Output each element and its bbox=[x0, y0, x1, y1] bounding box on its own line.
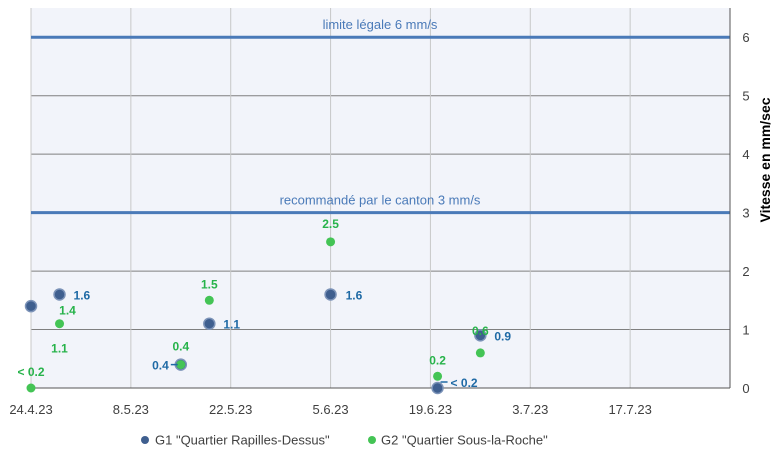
legend-marker-g1 bbox=[141, 436, 149, 444]
y-tick-label: 6 bbox=[742, 30, 749, 45]
reference-lines: limite légale 6 mm/s recommandé par le ca… bbox=[31, 17, 730, 215]
g2-data-label: < 0.2 bbox=[17, 365, 44, 379]
reference-line-label: limite légale 6 mm/s bbox=[323, 17, 438, 32]
legend: G1 "Quartier Rapilles-Dessus" G2 "Quartie… bbox=[141, 433, 548, 448]
x-tick-label: 5.6.23 bbox=[312, 402, 348, 417]
y-tick-label: 2 bbox=[742, 264, 749, 279]
g1-data-label: 0.4 bbox=[152, 359, 169, 373]
x-tick-label: 19.6.23 bbox=[409, 402, 452, 417]
g1-data-point bbox=[474, 329, 487, 342]
g2-data-point bbox=[55, 319, 65, 329]
x-tick-labels: 24.4.23 8.5.23 22.5.23 5.6.23 19.6.23 3.7.23 1… bbox=[9, 402, 652, 417]
y-axis-title: Vitesse en mm/sec bbox=[757, 97, 773, 222]
g1-data-point bbox=[24, 299, 38, 313]
g1-data-label: 1.6 bbox=[346, 288, 363, 302]
g2-data-label: 1.5 bbox=[201, 277, 218, 291]
g1-data-point bbox=[324, 288, 337, 301]
g2-data-label: 0.6 bbox=[472, 324, 489, 338]
g1-data-label: 0.9 bbox=[494, 329, 511, 343]
g2-data-point bbox=[176, 360, 186, 370]
g2-data-point bbox=[326, 237, 336, 247]
g2-data-label: 2.5 bbox=[322, 217, 339, 231]
g2-data-point bbox=[433, 371, 443, 381]
data-labels: 1.6 0.4 1.1 1.6 < 0.2 0.9 < 0.2 1.1 1.4 0.4 1.5 2.5… bbox=[17, 217, 511, 390]
x-tick-label: 17.7.23 bbox=[608, 402, 651, 417]
plot-area-background bbox=[31, 8, 730, 388]
y-tick-labels: 0 1 2 3 4 5 6 bbox=[742, 30, 749, 396]
g1-data-point bbox=[53, 288, 66, 301]
reference-line-label: recommandé par le canton 3 mm/s bbox=[280, 193, 481, 208]
y-tick-label: 1 bbox=[742, 323, 749, 338]
g2-data-point bbox=[26, 383, 36, 393]
legend-label-g2: G2 "Quartier Sous-la-Roche" bbox=[381, 433, 548, 448]
g2-data-label: 1.1 bbox=[51, 342, 68, 356]
x-tick-label: 8.5.23 bbox=[113, 402, 149, 417]
g1-data-label: < 0.2 bbox=[451, 376, 478, 390]
legend-label-g1: G1 "Quartier Rapilles-Dessus" bbox=[155, 433, 330, 448]
g1-data-point bbox=[431, 381, 444, 395]
y-tick-label: 3 bbox=[742, 206, 749, 221]
g2-data-label: 0.4 bbox=[172, 340, 189, 354]
y-tick-label: 5 bbox=[742, 89, 749, 104]
g1-data-point bbox=[203, 317, 216, 330]
g2-data-label: 0.2 bbox=[429, 353, 446, 367]
g1-data-label: 1.1 bbox=[223, 318, 240, 332]
data-points bbox=[24, 237, 487, 395]
x-tick-label: 24.4.23 bbox=[9, 402, 52, 417]
legend-marker-g2 bbox=[368, 436, 376, 444]
y-tick-label: 0 bbox=[742, 381, 749, 396]
y-tick-label: 4 bbox=[742, 147, 749, 162]
g2-data-point bbox=[204, 295, 214, 305]
g2-data-point bbox=[475, 348, 485, 358]
g1-data-label: 1.6 bbox=[74, 288, 91, 302]
g2-data-label: 1.4 bbox=[59, 304, 76, 318]
x-tick-label: 3.7.23 bbox=[512, 402, 548, 417]
x-tick-label: 22.5.23 bbox=[209, 402, 252, 417]
